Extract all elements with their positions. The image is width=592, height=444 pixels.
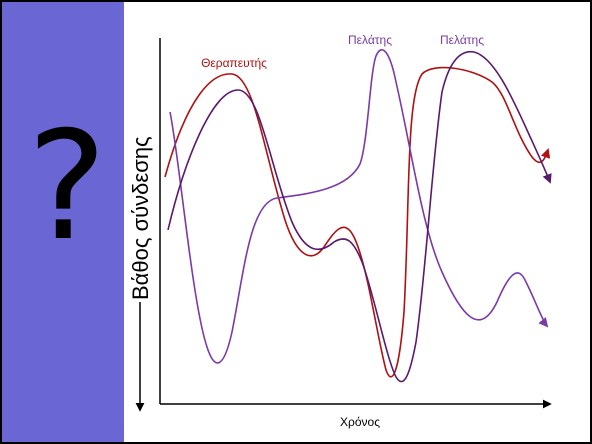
question-mark: ? [27,100,107,274]
side-band [2,2,124,442]
client-label-1: Πελάτης [348,33,392,47]
client-label-2: Πελάτης [440,33,484,47]
client-curve-2 [167,50,552,383]
y-axis-label: Βάθος σύνδεσης [128,136,153,300]
therapist-curve [164,66,551,378]
client-curve-1 [169,49,549,364]
x-axis-label: Χρόνος [340,415,380,429]
therapist-label: Θεραπευτής [201,56,267,70]
